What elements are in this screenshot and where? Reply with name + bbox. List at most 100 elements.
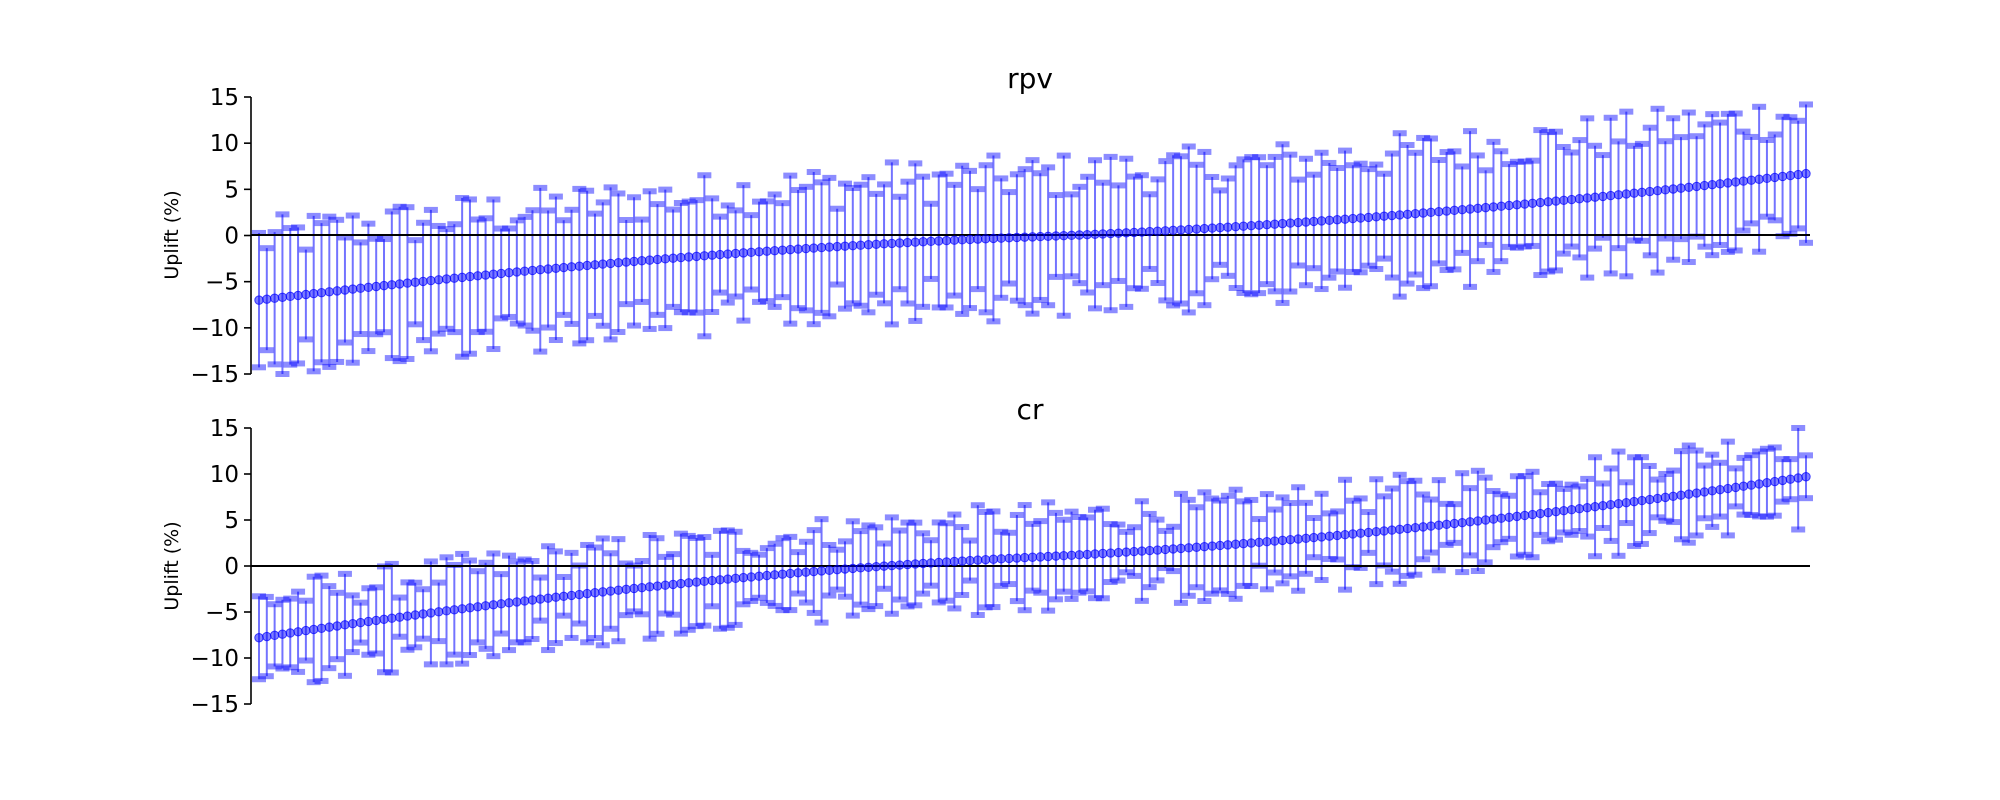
- error-bar-cap-upper: [455, 550, 470, 557]
- error-bar-cap-upper: [1759, 445, 1774, 452]
- error-bar-cap-lower: [462, 350, 477, 357]
- error-bar-cap-lower: [439, 661, 454, 668]
- error-bar-cap-lower: [1220, 272, 1235, 279]
- point-marker: [394, 279, 405, 289]
- point-marker: [465, 271, 475, 282]
- point-marker: [1270, 536, 1280, 546]
- error-bar-cap-upper: [595, 199, 610, 206]
- point-marker: [1191, 224, 1202, 234]
- error-bar-cap-lower: [908, 602, 923, 609]
- point-marker: [1043, 551, 1053, 562]
- error-bar-cap-lower: [377, 329, 392, 336]
- error-bar-cap-lower: [517, 639, 532, 646]
- point-marker: [715, 575, 725, 585]
- error-bar-cap-upper: [1728, 110, 1743, 117]
- point-marker: [1348, 529, 1358, 539]
- error-bar-cap-upper: [353, 599, 368, 606]
- error-bar-cap-upper: [611, 190, 626, 197]
- point-marker: [1691, 488, 1702, 498]
- error-bar-cap-upper: [962, 167, 977, 174]
- point-marker: [1746, 175, 1757, 185]
- point-marker: [1496, 201, 1506, 211]
- point-marker: [301, 625, 311, 636]
- error-bar-cap-upper: [1634, 454, 1649, 461]
- point-marker: [574, 589, 585, 600]
- error-bar-cap-upper: [1213, 187, 1228, 194]
- error-bar-cap-upper: [494, 571, 509, 578]
- error-bar-cap-upper: [1689, 447, 1704, 454]
- point-marker: [1012, 232, 1022, 243]
- point-marker: [621, 257, 631, 267]
- point-marker: [707, 575, 717, 586]
- error-bar-cap-lower: [1213, 587, 1228, 594]
- error-bar-cap-lower: [478, 645, 493, 652]
- error-bar-cap-lower: [1720, 248, 1735, 255]
- point-marker: [348, 284, 358, 294]
- point-marker: [1566, 505, 1577, 515]
- error-bar-cap-upper: [1775, 456, 1790, 463]
- error-bar-cap-upper: [1228, 486, 1243, 493]
- error-bar-cap-upper: [1783, 456, 1798, 463]
- error-bar-cap-lower: [1095, 595, 1110, 602]
- error-bar-cap-lower: [705, 603, 720, 610]
- point-marker: [1223, 222, 1233, 232]
- point-marker: [1652, 493, 1663, 504]
- error-bar-cap-lower: [728, 621, 743, 628]
- error-bar-cap-upper: [416, 219, 431, 226]
- error-bar-cap-upper: [673, 200, 688, 207]
- error-bar-cap-lower: [673, 630, 688, 637]
- error-bar-cap-lower: [556, 612, 571, 619]
- point-marker: [605, 258, 616, 269]
- error-bar-cap-upper: [939, 170, 954, 177]
- error-bar-cap-lower: [681, 626, 696, 633]
- error-bar-cap-upper: [986, 508, 1001, 515]
- error-bar-cap-upper: [1025, 157, 1040, 164]
- error-bar-cap-lower: [1697, 515, 1712, 522]
- point-marker: [699, 576, 710, 587]
- point-marker: [1004, 233, 1014, 243]
- error-bar-cap-upper: [369, 584, 384, 591]
- error-bar-cap-upper: [556, 573, 571, 580]
- point-marker: [1676, 490, 1686, 500]
- error-bar-cap-lower: [619, 612, 634, 619]
- error-bar-cap-lower: [572, 340, 587, 347]
- error-bar-cap-upper: [884, 159, 899, 166]
- error-bar-cap-lower: [1275, 299, 1290, 306]
- error-bar-cap-upper: [478, 215, 493, 222]
- error-bar-cap-lower: [509, 320, 524, 327]
- error-bar-cap-lower: [502, 313, 517, 320]
- error-bar-cap-upper: [1220, 175, 1235, 182]
- point-marker: [582, 588, 592, 599]
- point-marker: [855, 563, 866, 573]
- error-bar-cap-lower: [900, 603, 915, 610]
- point-marker: [1691, 181, 1702, 192]
- point-marker: [1051, 231, 1061, 241]
- error-bar-cap-lower: [1213, 261, 1228, 268]
- point-marker: [1387, 525, 1397, 535]
- error-bar-cap-upper: [548, 193, 563, 200]
- point-marker: [1520, 199, 1530, 209]
- error-bar-cap-upper: [853, 528, 868, 535]
- point-marker: [1168, 225, 1178, 236]
- point-marker: [1074, 230, 1085, 240]
- point-marker: [1363, 212, 1374, 223]
- error-bar-cap-lower: [1611, 552, 1626, 559]
- error-bar-cap-upper: [1799, 452, 1813, 459]
- error-bar-cap-upper: [1017, 166, 1032, 173]
- error-bar-cap-lower: [783, 607, 798, 614]
- point-marker: [1371, 526, 1381, 537]
- error-bar-cap-upper: [994, 175, 1009, 182]
- error-bar-cap-upper: [1439, 500, 1454, 507]
- error-bar-cap-lower: [1431, 260, 1446, 267]
- error-bar-cap-upper: [994, 528, 1009, 535]
- error-bar-cap-upper: [1713, 459, 1728, 466]
- error-bar-cap-lower: [869, 291, 884, 298]
- point-marker: [785, 244, 795, 255]
- error-bar-cap-upper: [1408, 477, 1423, 484]
- error-bar-cap-lower: [752, 298, 767, 305]
- point-marker: [1035, 552, 1046, 562]
- point-marker: [918, 558, 928, 569]
- point-marker: [965, 555, 975, 566]
- point-marker: [543, 264, 553, 274]
